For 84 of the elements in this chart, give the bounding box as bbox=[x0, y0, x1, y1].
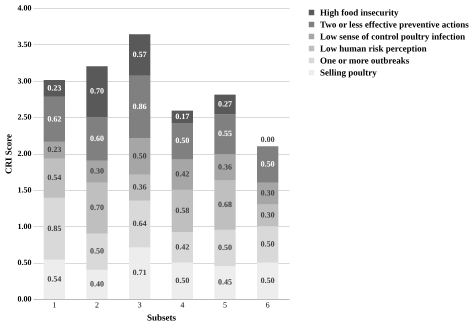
bar bbox=[172, 262, 193, 299]
legend-label: High food insecurity bbox=[320, 8, 400, 18]
bar bbox=[129, 138, 150, 175]
data-label: 0.62 bbox=[47, 114, 62, 124]
bar bbox=[44, 96, 65, 142]
bar bbox=[214, 154, 236, 180]
bar bbox=[257, 262, 278, 299]
legend-label: Low human risk perception bbox=[320, 44, 427, 54]
x-tick-label: 1 bbox=[52, 300, 56, 310]
x-axis-title: Subsets bbox=[146, 312, 176, 322]
data-label: 0.54 bbox=[47, 173, 62, 182]
y-tick-label: 1.00 bbox=[18, 222, 32, 231]
x-tick-label: 3 bbox=[138, 300, 142, 310]
data-label: 0.60 bbox=[90, 134, 104, 143]
data-label: 0.50 bbox=[260, 159, 275, 168]
data-label: 0.71 bbox=[132, 268, 147, 278]
legend-label: Two or less effective preventive actions bbox=[320, 20, 470, 30]
bar bbox=[214, 266, 236, 299]
data-label: 0.50 bbox=[260, 239, 275, 248]
data-label: 0.27 bbox=[218, 99, 232, 108]
bar bbox=[129, 34, 150, 76]
bar bbox=[86, 117, 108, 161]
bar bbox=[257, 146, 278, 183]
bar bbox=[44, 260, 65, 299]
data-label: 0.36 bbox=[132, 182, 147, 192]
bar bbox=[214, 114, 236, 154]
data-label: 0.30 bbox=[90, 166, 104, 176]
data-label: 0.30 bbox=[260, 188, 275, 198]
data-label: 0.86 bbox=[132, 102, 147, 111]
x-tick-label: 6 bbox=[266, 300, 270, 310]
y-tick-label: 3.00 bbox=[18, 76, 32, 86]
y-tick-label: 3.50 bbox=[18, 40, 32, 49]
data-label: 0.55 bbox=[218, 129, 232, 138]
bar bbox=[257, 204, 278, 226]
bar bbox=[172, 232, 193, 263]
data-label: 0.50 bbox=[218, 243, 232, 252]
y-tick-label: 2.50 bbox=[18, 112, 32, 122]
bar bbox=[172, 190, 193, 232]
bar bbox=[44, 158, 65, 198]
bar bbox=[172, 159, 193, 190]
x-tick-label: 4 bbox=[180, 300, 184, 310]
data-label: 0.58 bbox=[175, 206, 190, 215]
bar bbox=[214, 180, 236, 230]
data-label: 0.40 bbox=[90, 279, 104, 288]
bar bbox=[86, 66, 108, 118]
bar bbox=[86, 270, 108, 299]
data-label: 0.50 bbox=[90, 246, 104, 256]
data-label: 0.00 bbox=[260, 135, 275, 144]
data-label: 0.30 bbox=[260, 210, 275, 220]
legend-label: Low sense of control poultry infection bbox=[320, 32, 466, 42]
bar bbox=[129, 76, 150, 138]
legend-label: Selling poultry bbox=[320, 68, 378, 78]
data-label: 0.64 bbox=[132, 219, 147, 228]
data-label: 0.42 bbox=[175, 170, 190, 179]
x-tick-label: 5 bbox=[223, 300, 227, 310]
data-label: 0.42 bbox=[175, 242, 190, 252]
data-label: 0.36 bbox=[218, 162, 232, 172]
bar bbox=[129, 174, 150, 201]
y-tick-label: 1.50 bbox=[18, 185, 32, 194]
data-label: 0.70 bbox=[90, 203, 104, 212]
y-tick-label: 4.00 bbox=[18, 4, 32, 12]
data-label: 0.85 bbox=[47, 224, 62, 233]
data-label: 0.70 bbox=[90, 86, 104, 96]
y-axis-title: CRI Score bbox=[4, 134, 14, 174]
y-tick-label: 0.50 bbox=[18, 258, 32, 268]
data-label: 0.57 bbox=[132, 50, 147, 59]
bar bbox=[129, 247, 150, 299]
data-label: 0.45 bbox=[218, 278, 232, 287]
y-tick-label: 2.00 bbox=[18, 149, 32, 158]
data-label: 0.23 bbox=[47, 145, 62, 154]
bar bbox=[172, 122, 193, 160]
data-label: 0.17 bbox=[175, 112, 190, 121]
data-label: 0.50 bbox=[132, 151, 147, 160]
legend-label: One or more outbreaks bbox=[320, 56, 410, 66]
data-label: 0.54 bbox=[47, 274, 62, 284]
bar bbox=[257, 182, 278, 204]
data-label: 0.50 bbox=[175, 276, 190, 285]
data-label: 0.68 bbox=[218, 200, 232, 210]
x-tick-label: 2 bbox=[95, 300, 99, 310]
y-tick-label: 0.00 bbox=[18, 294, 32, 304]
data-label: 0.50 bbox=[260, 276, 275, 285]
data-label: 0.23 bbox=[47, 83, 62, 92]
bar bbox=[86, 182, 108, 234]
data-label: 0.50 bbox=[175, 136, 190, 146]
